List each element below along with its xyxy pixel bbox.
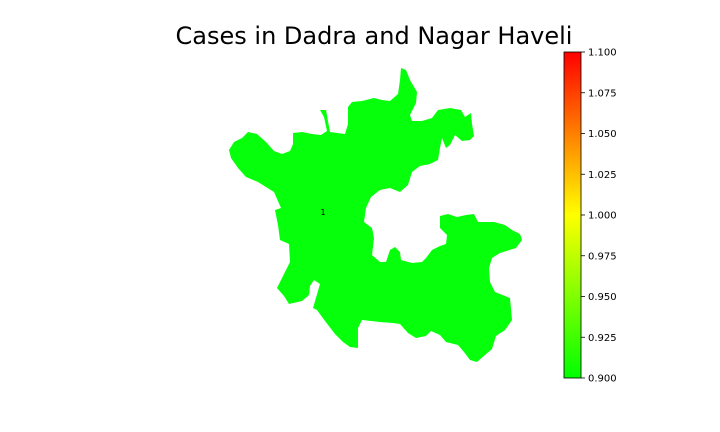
- colorbar-tick-label: 0.900: [588, 374, 617, 385]
- colorbar-tick-label: 0.950: [588, 292, 617, 303]
- colorbar-tick-label: 1.075: [588, 88, 617, 99]
- colorbar-tick-label: 1.100: [588, 48, 617, 59]
- colorbar-ticks: 0.900 0.925 0.950 0.975 1.000 1.025 1.050 1.075…: [581, 48, 617, 385]
- colorbar-tick-label: 1.000: [588, 211, 617, 222]
- colorbar-tick-label: 0.975: [588, 251, 617, 262]
- colorbar: 0.900 0.925 0.950 0.975 1.000 1.025 1.050 1.075…: [563, 48, 617, 385]
- colorbar-tick-label: 1.025: [588, 170, 617, 181]
- region-value-label: 1: [320, 208, 325, 217]
- colorbar-gradient: [563, 51, 582, 379]
- colorbar-tick-label: 1.050: [588, 129, 617, 140]
- colorbar-tick-label: 0.925: [588, 333, 617, 344]
- map-title: Cases in Dadra and Nagar Haveli: [175, 22, 573, 50]
- region-shape[interactable]: [229, 68, 522, 362]
